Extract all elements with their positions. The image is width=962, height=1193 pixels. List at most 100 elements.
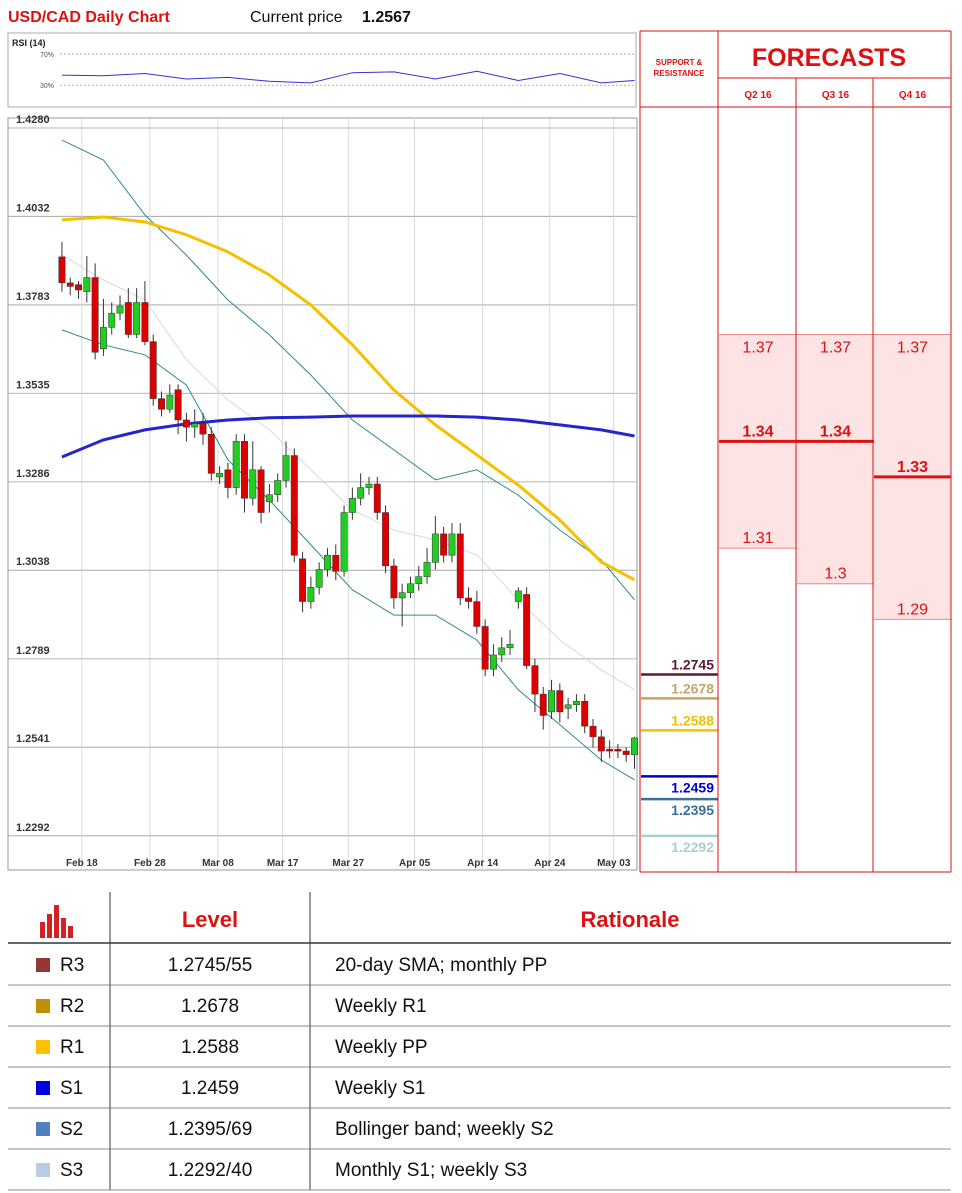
forecasts-title: FORECASTS — [752, 44, 906, 72]
candle-body — [207, 433, 215, 474]
candle-body — [489, 654, 497, 670]
candle-body — [606, 749, 614, 752]
y-tick-label: 1.2292 — [16, 822, 50, 834]
candle-body — [456, 533, 464, 599]
candle-body — [539, 693, 547, 716]
candle-body — [481, 626, 489, 670]
candle-body — [589, 725, 597, 738]
candle-body — [75, 284, 82, 291]
x-tick-label: Feb 28 — [134, 858, 166, 869]
level-label: 1.2588 — [671, 712, 714, 728]
level-swatch — [36, 958, 50, 972]
table-header: Rationale — [580, 907, 679, 932]
level-value: 1.2459 — [181, 1078, 239, 1099]
candle-body — [216, 473, 224, 478]
candle-body — [199, 423, 207, 435]
forecast-value: 1.37 — [820, 340, 851, 357]
y-tick-label: 1.3535 — [16, 379, 50, 391]
support-resistance-title: SUPPORT & — [656, 58, 703, 67]
y-tick-label: 1.3038 — [16, 556, 50, 568]
candle-body — [440, 533, 448, 556]
candle-body — [66, 282, 74, 287]
x-tick-label: Apr 05 — [399, 858, 431, 869]
candle-body — [299, 558, 307, 602]
candle-body — [407, 583, 414, 593]
candle-body — [340, 512, 348, 572]
y-tick-label: 1.2541 — [16, 733, 50, 745]
candle-body — [382, 512, 390, 567]
forecast-value: 1.29 — [897, 601, 928, 618]
support-resistance-title: RESISTANCE — [654, 69, 706, 78]
candle-body — [622, 750, 630, 755]
level-code: R3 — [60, 955, 84, 976]
level-swatch — [36, 1040, 50, 1054]
y-tick-label: 1.2789 — [16, 645, 50, 657]
quarter-label: Q2 16 — [744, 90, 772, 101]
candle-body — [116, 305, 124, 314]
x-tick-label: Apr 14 — [467, 858, 499, 869]
icon-bar — [54, 905, 59, 938]
candle-body — [91, 277, 99, 353]
candle-body — [282, 455, 290, 481]
candle-body — [564, 704, 572, 709]
candle-body — [232, 441, 240, 488]
chart-title: USD/CAD Daily Chart — [8, 9, 170, 26]
candle-body — [373, 483, 381, 513]
level-code: S3 — [60, 1160, 83, 1181]
candle-body — [224, 469, 232, 488]
forecast-value: 1.37 — [742, 340, 773, 357]
indicator-line — [61, 414, 635, 459]
level-value: 1.2395/69 — [168, 1119, 253, 1140]
candle-body — [473, 601, 481, 627]
candle-body — [141, 302, 149, 342]
candle-body — [99, 327, 107, 349]
candle-body — [307, 587, 315, 602]
candle-body — [614, 749, 622, 752]
candle-body — [149, 341, 157, 399]
quarter-label: Q4 16 — [899, 90, 927, 101]
y-tick-label: 1.4032 — [16, 202, 50, 214]
candle-body — [241, 441, 248, 499]
candle-body — [174, 389, 182, 421]
candle-body — [556, 690, 564, 713]
candle-body — [597, 736, 605, 752]
level-rationale: Bollinger band; weekly S2 — [335, 1119, 554, 1140]
level-swatch — [36, 1081, 50, 1095]
forecast-value: 1.3 — [824, 566, 846, 583]
candle-body — [531, 665, 539, 695]
y-tick-label: 1.3286 — [16, 468, 50, 480]
candle-body — [423, 562, 431, 577]
table-icon — [40, 905, 73, 938]
level-code: R2 — [60, 996, 84, 1017]
candle-body — [365, 483, 373, 488]
candle-body — [514, 590, 522, 602]
candle-body — [158, 398, 165, 410]
candle-body — [274, 480, 282, 495]
current-price-label: Current price — [250, 9, 343, 26]
level-rationale: Monthly S1; weekly S3 — [335, 1160, 527, 1181]
table-header: Level — [182, 907, 238, 932]
rsi-tick-label: 30% — [40, 83, 54, 90]
level-code: R1 — [60, 1037, 84, 1058]
candle-body — [249, 469, 257, 499]
plot-area — [7, 117, 638, 871]
candle-body — [506, 644, 514, 649]
x-tick-label: Mar 17 — [267, 858, 299, 869]
indicator-line — [61, 215, 636, 582]
candle-body — [448, 533, 456, 556]
candle-body — [548, 690, 555, 713]
indicator-line — [61, 139, 635, 601]
candle-body — [133, 302, 141, 335]
candle-body — [257, 469, 265, 513]
icon-bar — [68, 926, 73, 938]
x-tick-label: Apr 24 — [534, 858, 566, 869]
forecast-range — [797, 334, 874, 584]
level-value: 1.2292/40 — [168, 1160, 253, 1181]
candle-body — [572, 700, 580, 706]
candle-body — [166, 394, 174, 410]
candle-body — [498, 647, 506, 656]
level-rationale: 20-day SMA; monthly PP — [335, 955, 547, 976]
candle-body — [348, 498, 356, 513]
candle-body — [357, 487, 365, 499]
